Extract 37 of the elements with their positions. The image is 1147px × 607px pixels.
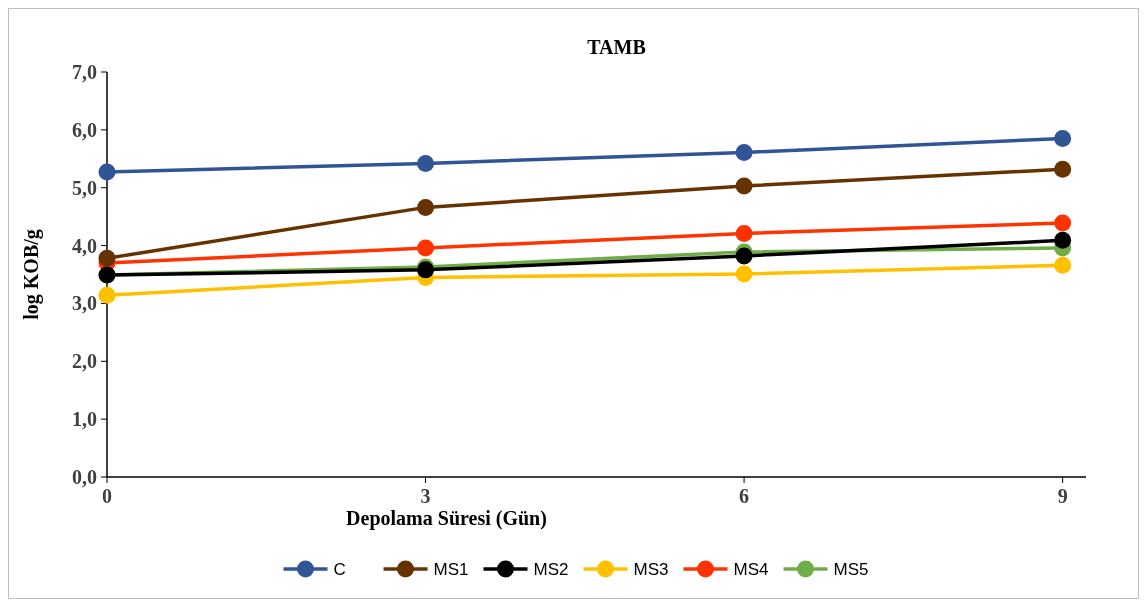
x-tick-label: 6 xyxy=(739,485,750,507)
y-tick-label: 4,0 xyxy=(72,234,97,257)
y-tick-label: 0,0 xyxy=(72,466,97,488)
x-tick-label: 9 xyxy=(1057,485,1068,507)
point xyxy=(417,239,435,257)
point xyxy=(1054,256,1072,274)
point xyxy=(735,265,753,283)
point xyxy=(417,154,435,172)
point xyxy=(735,224,753,242)
point xyxy=(735,247,753,265)
point xyxy=(1054,160,1072,178)
x-tick-label: 0 xyxy=(102,485,112,507)
chart-title: TAMB xyxy=(587,36,646,58)
y-axis-title: log KOB/g xyxy=(20,229,43,320)
point xyxy=(1054,214,1072,232)
y-tick-label: 3,0 xyxy=(72,292,97,315)
legend-label: MS1 xyxy=(433,559,469,579)
legend-label: MS2 xyxy=(533,559,569,579)
y-tick-label: 7,0 xyxy=(72,61,97,83)
point xyxy=(1054,130,1072,148)
point xyxy=(98,163,116,181)
point xyxy=(735,143,753,161)
point xyxy=(735,177,753,195)
y-tick-label: 1,0 xyxy=(72,408,97,431)
point xyxy=(1054,231,1072,249)
legend-label: C xyxy=(333,559,346,579)
y-tick-label: 5,0 xyxy=(72,176,97,199)
legend-label: MS3 xyxy=(633,559,669,579)
point xyxy=(98,286,116,304)
y-tick-label: 6,0 xyxy=(72,118,97,141)
x-tick-label: 3 xyxy=(420,485,431,507)
x-axis-title: Depolama Süresi (Gün) xyxy=(346,507,547,530)
point xyxy=(417,198,435,216)
legend-label: MS4 xyxy=(733,559,769,579)
y-tick-label: 2,0 xyxy=(72,350,97,373)
point xyxy=(98,249,116,267)
legend-label: MS5 xyxy=(833,559,869,579)
